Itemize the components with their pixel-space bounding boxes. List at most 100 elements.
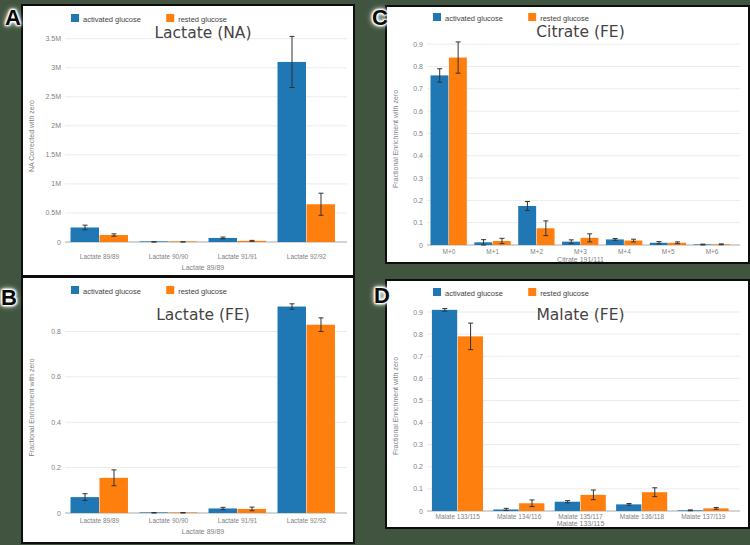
chart-title: Citrate (FE) xyxy=(536,23,624,41)
legend-swatch-icon xyxy=(71,14,79,22)
bar-rested xyxy=(449,58,467,245)
x-tick-label: M+1 xyxy=(486,248,499,255)
y-tick-label: 0.6 xyxy=(51,373,61,380)
x-axis-title: Lactate 89/89 xyxy=(182,528,225,535)
x-tick-label: Malate 133/115 xyxy=(436,513,481,520)
x-tick-label: Malate 136/118 xyxy=(620,513,665,520)
y-tick-label: 0.8 xyxy=(413,63,423,70)
y-axis-title: NA Corrected with zero xyxy=(28,100,35,172)
legend-swatch-icon xyxy=(433,288,441,296)
figure-canvas: 00.5M1M1.5M2M2.5M3M3.5MLactate 89/89Lact… xyxy=(0,0,750,545)
panel-letter-a: A xyxy=(5,7,21,29)
x-tick-label: Lactate 91/91 xyxy=(218,253,258,260)
y-tick-label: 0.4 xyxy=(51,419,61,426)
x-tick-label: Lactate 89/89 xyxy=(80,253,120,260)
x-tick-label: Malate 134/116 xyxy=(497,513,542,520)
bar-activated xyxy=(431,75,449,245)
y-tick-label: 0.6 xyxy=(413,108,423,115)
panel-citrate-fe: 00.10.20.30.40.50.60.70.80.9M+0M+1M+2M+3… xyxy=(385,5,750,264)
y-tick-label: 0.2 xyxy=(413,197,423,204)
x-tick-label: Lactate 91/91 xyxy=(218,517,258,524)
legend-label: rested glucose xyxy=(178,287,227,296)
x-tick-label: Lactate 89/89 xyxy=(80,517,120,524)
panel-lactate-na: 00.5M1M1.5M2M2.5M3M3.5MLactate 89/89Lact… xyxy=(21,4,355,277)
y-tick-label: 0.6 xyxy=(413,375,423,382)
legend-item-activated[interactable]: activated glucose xyxy=(433,13,503,23)
chart-title: Lactate (FE) xyxy=(156,306,250,324)
bar-rested xyxy=(458,336,483,511)
x-tick-label: Lactate 92/92 xyxy=(287,253,327,260)
y-tick-label: 0.9 xyxy=(413,41,423,48)
chart-citrate-fe[interactable]: 00.10.20.30.40.50.60.70.80.9M+0M+1M+2M+3… xyxy=(387,7,748,262)
legend-label: activated glucose xyxy=(83,15,141,24)
legend-swatch-icon xyxy=(528,13,536,21)
chart-lactate-na[interactable]: 00.5M1M1.5M2M2.5M3M3.5MLactate 89/89Lact… xyxy=(23,6,353,275)
x-axis-title: Citrate 191/111 xyxy=(557,256,604,262)
y-tick-label: 0.3 xyxy=(413,441,423,448)
chart-title: Malate (FE) xyxy=(536,306,624,324)
y-tick-label: 0 xyxy=(419,242,423,249)
y-tick-label: 0.2 xyxy=(51,464,61,471)
legend-swatch-icon xyxy=(528,288,536,296)
legend-item-rested[interactable]: rested glucose xyxy=(166,286,227,296)
y-tick-label: 0.5 xyxy=(413,397,423,404)
y-tick-label: 0.5 xyxy=(413,130,423,137)
legend-label: activated glucose xyxy=(445,14,503,23)
y-axis-title: Fractional Enrichment with zero xyxy=(392,357,399,455)
x-tick-label: M+2 xyxy=(530,248,543,255)
x-tick-label: Malate 135/117 xyxy=(558,513,603,520)
x-tick-label: M+5 xyxy=(662,248,675,255)
y-tick-label: 0.1 xyxy=(413,219,423,226)
legend-swatch-icon xyxy=(166,286,174,294)
y-tick-label: 0.2 xyxy=(413,463,423,470)
panel-malate-fe: 00.10.20.30.40.50.60.70.80.9Malate 133/1… xyxy=(385,279,750,529)
y-tick-label: 0 xyxy=(57,239,61,246)
legend-swatch-icon xyxy=(166,14,174,22)
legend-item-rested[interactable]: rested glucose xyxy=(166,14,227,24)
y-tick-label: 0.7 xyxy=(413,353,423,360)
y-tick-label: 2M xyxy=(51,122,61,129)
x-tick-label: M+0 xyxy=(443,248,456,255)
y-tick-label: 1.5M xyxy=(45,151,61,158)
legend-swatch-icon xyxy=(71,286,79,294)
chart-lactate-fe[interactable]: 00.20.40.60.8Lactate 89/89Lactate 90/90L… xyxy=(23,278,353,542)
y-tick-label: 0.3 xyxy=(413,175,423,182)
bar-activated xyxy=(278,307,306,513)
y-tick-label: 2.5M xyxy=(45,93,61,100)
y-tick-label: 0.4 xyxy=(413,419,423,426)
legend-item-activated[interactable]: activated glucose xyxy=(433,288,503,298)
legend-label: rested glucose xyxy=(540,289,589,298)
x-tick-label: M+4 xyxy=(618,248,631,255)
y-axis-title: Fractional Enrichment with zero xyxy=(28,358,35,456)
y-tick-label: 0.7 xyxy=(413,85,423,92)
legend-item-activated[interactable]: activated glucose xyxy=(71,286,141,296)
x-tick-label: Malate 137/119 xyxy=(681,513,726,520)
legend-swatch-icon xyxy=(433,13,441,21)
bar-rested xyxy=(307,325,335,513)
panel-letter-d: D xyxy=(374,285,390,307)
legend-item-rested[interactable]: rested glucose xyxy=(528,288,589,298)
x-axis-title: Malate 133/115 xyxy=(557,520,605,527)
panel-lactate-fe: 00.20.40.60.8Lactate 89/89Lactate 90/90L… xyxy=(21,276,355,544)
panel-letter-b: B xyxy=(1,287,17,309)
legend-item-rested[interactable]: rested glucose xyxy=(528,13,589,23)
y-tick-label: 0.9 xyxy=(413,309,423,316)
y-tick-label: 0 xyxy=(57,510,61,517)
x-tick-label: M+6 xyxy=(706,248,719,255)
x-axis-title: Lactate 89/89 xyxy=(182,264,225,271)
x-tick-label: M+3 xyxy=(574,248,587,255)
x-tick-label: Lactate 90/90 xyxy=(149,253,189,260)
legend-label: rested glucose xyxy=(178,15,227,24)
y-tick-label: 0.5M xyxy=(45,209,61,216)
bar-activated xyxy=(432,310,457,511)
legend-item-activated[interactable]: activated glucose xyxy=(71,14,141,24)
legend-label: activated glucose xyxy=(83,287,141,296)
chart-malate-fe[interactable]: 00.10.20.30.40.50.60.70.80.9Malate 133/1… xyxy=(387,281,748,527)
y-tick-label: 0.1 xyxy=(413,485,423,492)
y-tick-label: 1M xyxy=(51,180,61,187)
x-tick-label: Lactate 90/90 xyxy=(149,517,189,524)
chart-title: Lactate (NA) xyxy=(154,24,251,42)
y-tick-label: 0 xyxy=(419,508,423,515)
legend-label: rested glucose xyxy=(540,14,589,23)
panel-letter-c: C xyxy=(372,7,388,29)
